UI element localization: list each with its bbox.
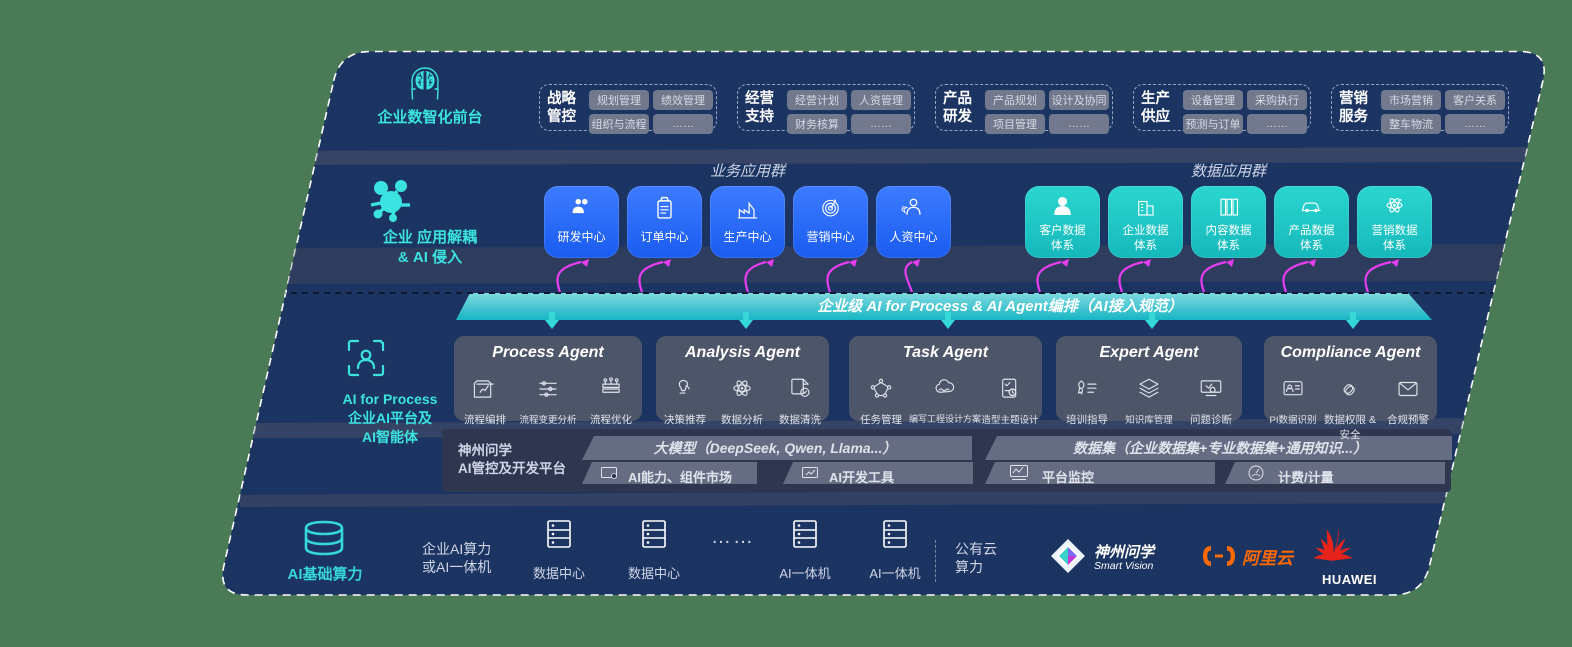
- svg-text:企业级 AI for Process & AI Agent编: 企业级 AI for Process & AI Agent编排（AI接入规范）: [817, 297, 1183, 315]
